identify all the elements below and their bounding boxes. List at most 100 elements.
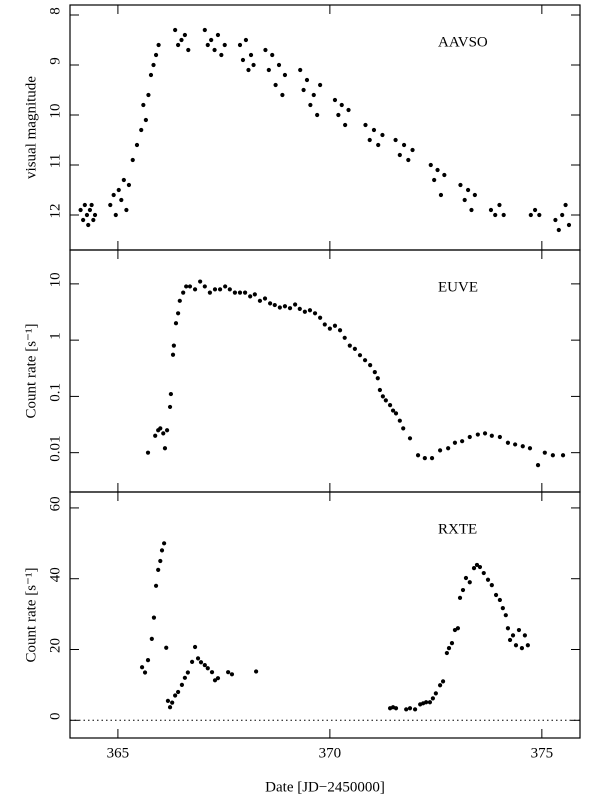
data-point <box>430 696 435 701</box>
data-point <box>489 582 494 588</box>
data-point <box>207 290 213 295</box>
data-point <box>435 167 440 173</box>
data-point <box>371 127 377 133</box>
data-point <box>339 102 344 108</box>
data-point <box>489 433 494 438</box>
data-point <box>209 670 215 675</box>
data-point <box>429 456 435 461</box>
data-point <box>332 323 338 328</box>
data-point <box>170 352 176 357</box>
y-tick-label: 1 <box>47 332 63 340</box>
data-point <box>282 304 288 309</box>
data-point <box>262 296 268 301</box>
data-point <box>406 157 411 163</box>
data-point <box>535 463 541 468</box>
data-point <box>179 37 184 43</box>
data-point <box>501 212 506 218</box>
data-point <box>173 27 178 33</box>
data-point <box>442 172 447 178</box>
data-point <box>301 87 306 93</box>
data-point <box>346 107 351 113</box>
data-point <box>173 321 179 326</box>
data-point <box>141 102 146 108</box>
data-point <box>89 202 94 208</box>
data-point <box>151 62 156 68</box>
data-point <box>198 660 204 665</box>
data-point <box>469 207 474 213</box>
data-point <box>111 192 116 198</box>
data-point <box>460 587 466 593</box>
data-point <box>503 613 508 618</box>
data-point <box>202 284 207 289</box>
data-point <box>357 353 363 358</box>
data-point <box>229 672 235 677</box>
data-point <box>176 311 181 316</box>
data-point <box>462 197 467 203</box>
x-tick-label: 370 <box>319 745 342 761</box>
data-point <box>376 142 381 148</box>
data-point <box>257 298 263 303</box>
data-point <box>363 122 368 128</box>
data-point <box>237 290 243 295</box>
data-point <box>215 32 221 38</box>
data-point <box>528 212 533 218</box>
data-point <box>158 426 163 431</box>
data-point <box>273 82 278 88</box>
data-point <box>146 92 151 98</box>
data-point <box>505 440 511 445</box>
data-point <box>542 450 547 455</box>
data-point <box>560 453 566 458</box>
data-point <box>497 597 502 603</box>
data-point <box>527 446 533 451</box>
data-point <box>113 212 118 218</box>
data-point <box>352 346 357 351</box>
data-point <box>482 431 488 436</box>
data-point <box>251 62 256 68</box>
data-point <box>189 659 195 664</box>
data-point <box>505 626 511 631</box>
data-point <box>488 207 494 213</box>
data-point <box>179 682 185 688</box>
data-point <box>205 42 210 48</box>
data-point <box>432 177 437 183</box>
data-point <box>222 42 227 48</box>
data-point <box>474 562 480 568</box>
data-point <box>481 570 486 576</box>
data-point <box>139 665 145 670</box>
data-point <box>393 411 399 416</box>
data-point <box>145 450 151 455</box>
y-tick-label: 10 <box>47 272 63 287</box>
data-point <box>159 548 165 553</box>
data-point <box>87 207 93 213</box>
data-point <box>415 453 421 458</box>
data-point <box>282 72 288 78</box>
data-point <box>84 212 90 218</box>
data-point <box>519 645 525 651</box>
data-point <box>167 705 173 710</box>
data-point <box>195 656 201 661</box>
data-point <box>553 217 558 223</box>
x-tick-label: 375 <box>531 745 554 761</box>
data-point <box>184 284 189 289</box>
data-point <box>176 42 181 48</box>
data-point <box>252 292 257 297</box>
data-point <box>130 157 135 163</box>
data-point <box>297 306 302 311</box>
data-point <box>254 669 259 674</box>
data-point <box>164 428 170 433</box>
data-point <box>134 142 140 148</box>
data-point <box>263 47 268 53</box>
data-point <box>563 202 568 208</box>
data-point <box>298 67 303 73</box>
data-point <box>277 305 282 310</box>
data-point <box>433 691 438 696</box>
data-point <box>342 335 347 340</box>
data-point <box>449 641 455 646</box>
data-point <box>446 645 452 651</box>
data-point <box>267 301 273 306</box>
data-point <box>202 27 207 33</box>
data-point <box>223 284 228 289</box>
data-point <box>472 192 477 198</box>
